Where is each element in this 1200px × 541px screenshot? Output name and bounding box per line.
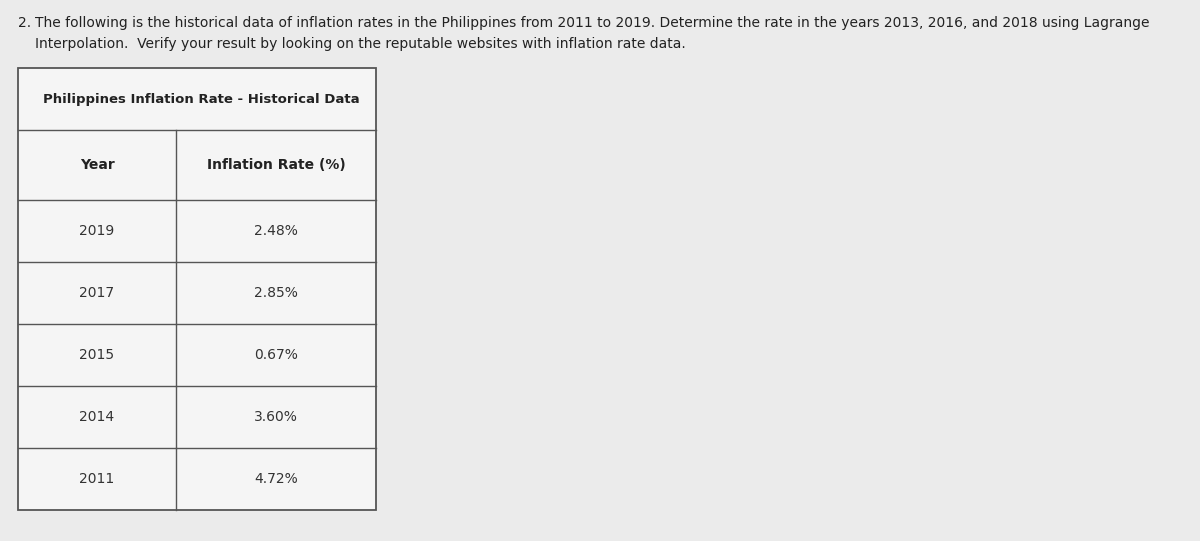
Text: 2.85%: 2.85% bbox=[254, 286, 298, 300]
Text: 3.60%: 3.60% bbox=[254, 410, 298, 424]
Text: 2019: 2019 bbox=[79, 224, 115, 238]
Text: 2.48%: 2.48% bbox=[254, 224, 298, 238]
Text: Philippines Inflation Rate - Historical Data: Philippines Inflation Rate - Historical … bbox=[43, 93, 360, 105]
Text: 4.72%: 4.72% bbox=[254, 472, 298, 486]
Text: 0.67%: 0.67% bbox=[254, 348, 298, 362]
Text: 2011: 2011 bbox=[79, 472, 115, 486]
Text: The following is the historical data of inflation rates in the Philippines from : The following is the historical data of … bbox=[35, 16, 1150, 30]
Text: 2014: 2014 bbox=[79, 410, 114, 424]
Text: 2.: 2. bbox=[18, 16, 31, 30]
Text: Interpolation.  Verify your result by looking on the reputable websites with inf: Interpolation. Verify your result by loo… bbox=[35, 37, 685, 51]
Text: Year: Year bbox=[79, 158, 114, 172]
Text: Inflation Rate (%): Inflation Rate (%) bbox=[206, 158, 346, 172]
Bar bbox=[18, 68, 376, 510]
Text: 2017: 2017 bbox=[79, 286, 114, 300]
Text: 2015: 2015 bbox=[79, 348, 114, 362]
